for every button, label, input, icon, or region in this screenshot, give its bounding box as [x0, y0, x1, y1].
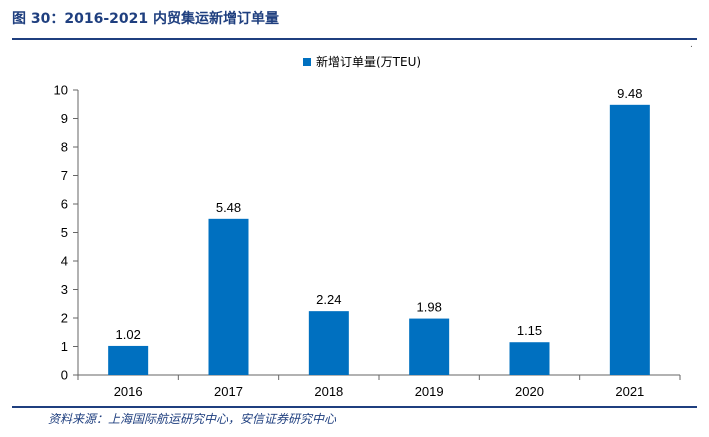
y-tick-label: 9: [61, 111, 68, 126]
legend-label: 新增订单量(万TEU): [316, 54, 421, 69]
bar-2019: [409, 318, 450, 375]
bar-2016: [108, 345, 149, 375]
bar-label-2019: 1.98: [417, 300, 442, 315]
x-tick-label: 2020: [515, 384, 544, 399]
y-tick-label: 2: [61, 311, 68, 326]
x-tick-label: 2017: [214, 384, 243, 399]
bar-data-labels: 1.02 5.48 2.24 1.98 1.15 9.48: [116, 86, 643, 342]
bar-2021: [609, 104, 650, 375]
title-divider: [12, 38, 697, 40]
y-tick-label: 0: [61, 368, 68, 383]
x-tick-label: 2018: [314, 384, 343, 399]
source-note: 资料来源：上海国际航运研究中心，安信证券研究中心: [48, 412, 337, 426]
x-tick-label: 2021: [615, 384, 644, 399]
x-tick-label: 2019: [415, 384, 444, 399]
chart-legend: 新增订单量(万TEU): [303, 54, 421, 69]
y-tick-label: 5: [61, 225, 68, 240]
bar-label-2016: 1.02: [116, 327, 141, 342]
y-tick-label: 6: [61, 197, 68, 212]
y-axis: 0 1 2 3 4 5 6 7 8 9 10: [54, 83, 79, 383]
y-tick-label: 3: [61, 282, 68, 297]
bar-2018: [308, 311, 349, 375]
y-tick-label: 7: [61, 168, 68, 183]
bar-2017: [208, 218, 249, 375]
bar-series: [108, 104, 650, 375]
y-tick-label: 10: [54, 83, 68, 98]
y-tick-label: 8: [61, 140, 68, 155]
y-tick-label: 1: [61, 339, 68, 354]
bar-label-2017: 5.48: [216, 200, 241, 215]
bar-label-2020: 1.15: [517, 323, 542, 338]
y-tick-label: 4: [61, 254, 68, 269]
source-divider: [12, 406, 697, 408]
legend-swatch: [303, 58, 311, 66]
bar-label-2018: 2.24: [316, 292, 341, 307]
figure-title: 图 30：2016-2021 内贸集运新增订单量: [12, 11, 279, 27]
x-axis: 2016 2017 2018 2019 2020 2021: [77, 374, 681, 399]
x-tick-label: 2016: [114, 384, 143, 399]
bar-2020: [509, 342, 550, 375]
bar-label-2021: 9.48: [617, 86, 642, 101]
corner-mark: .: [690, 40, 693, 50]
